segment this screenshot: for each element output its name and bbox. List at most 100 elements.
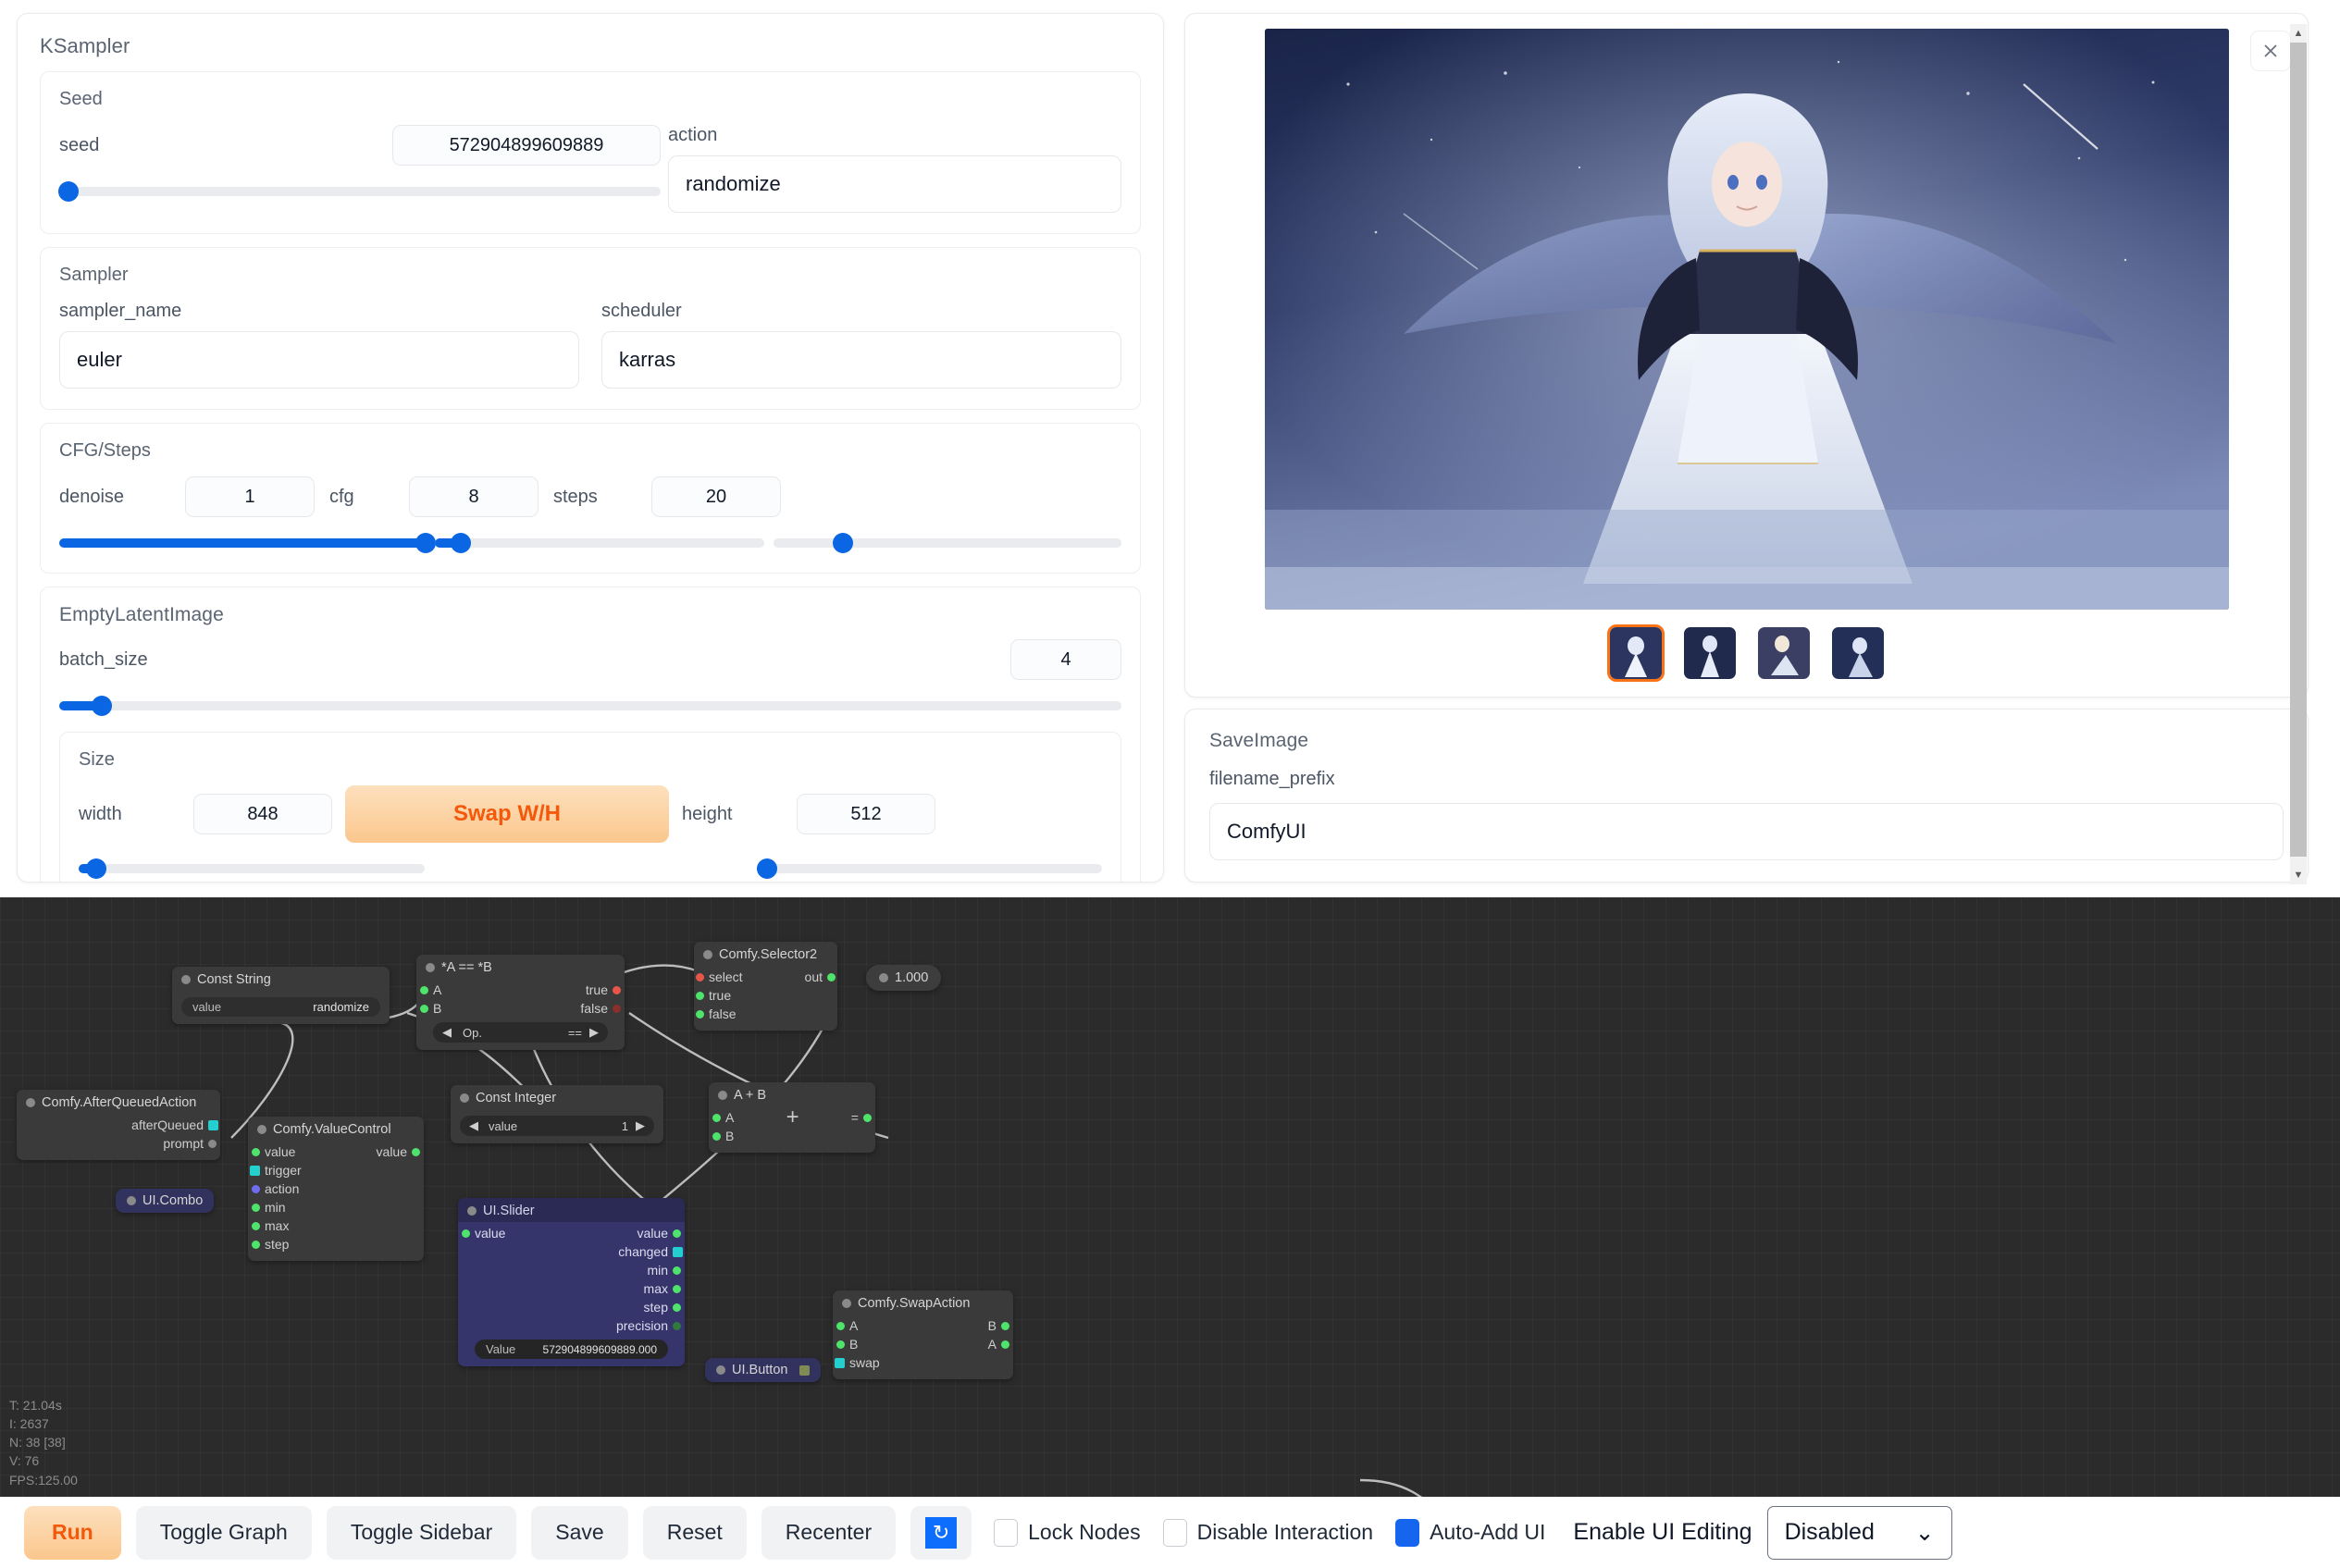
- steps-input[interactable]: 20: [651, 476, 781, 517]
- node-collapse-icon[interactable]: [26, 1098, 35, 1107]
- batch-size-slider[interactable]: [59, 696, 1121, 716]
- value-prev-icon[interactable]: ◀: [469, 1118, 478, 1132]
- node-value-control[interactable]: Comfy.ValueControl value value trigger ac…: [248, 1117, 424, 1261]
- value-next-icon[interactable]: ▶: [636, 1118, 645, 1132]
- thumbnail-2[interactable]: [1681, 624, 1739, 682]
- pin-max-out[interactable]: [673, 1284, 681, 1293]
- op-next-icon[interactable]: ▶: [589, 1025, 599, 1039]
- op-prev-icon[interactable]: ◀: [442, 1025, 452, 1039]
- node-selector2[interactable]: Comfy.Selector2 select out true false: [694, 942, 837, 1031]
- generated-image[interactable]: [1264, 29, 2229, 610]
- node-collapse-icon[interactable]: [842, 1299, 851, 1308]
- node-const-string[interactable]: Const String value randomize: [172, 967, 390, 1024]
- pin-b-out[interactable]: [1001, 1321, 1009, 1330]
- pin-afterqueued-out[interactable]: [208, 1119, 218, 1130]
- pin-min-in[interactable]: [252, 1203, 260, 1212]
- pin-false-out[interactable]: [613, 1004, 621, 1013]
- recenter-button[interactable]: Recenter: [761, 1505, 897, 1560]
- pin-false-in[interactable]: [696, 1009, 704, 1019]
- pin-value-in[interactable]: [462, 1228, 470, 1238]
- pin-b-in[interactable]: [712, 1131, 721, 1141]
- pin-sum-out[interactable]: [863, 1113, 872, 1122]
- close-icon[interactable]: [2250, 31, 2291, 71]
- disable-interaction-checkbox[interactable]: [1162, 1518, 1187, 1547]
- pin-a-in[interactable]: [712, 1113, 721, 1122]
- pin-a-out[interactable]: [1001, 1340, 1009, 1349]
- pin-button-out[interactable]: [799, 1364, 811, 1376]
- reset-button[interactable]: Reset: [642, 1505, 747, 1560]
- vertical-scrollbar[interactable]: ▲ ▼: [2290, 24, 2307, 884]
- node-ui-slider-seed[interactable]: UI.Slider value value changed min max ste…: [458, 1198, 685, 1366]
- node-collapse-icon[interactable]: [716, 1365, 725, 1375]
- node-selector-out-value[interactable]: 1.000: [866, 965, 942, 991]
- denoise-slider[interactable]: [59, 533, 436, 553]
- filename-prefix-input[interactable]: ComfyUI: [1209, 803, 2284, 860]
- scheduler-select[interactable]: karras: [601, 331, 1121, 389]
- ui-slider-seed-value[interactable]: Value 572904899609889.000: [475, 1340, 668, 1359]
- swap-wh-button[interactable]: Swap W/H: [345, 785, 669, 843]
- node-collapse-icon[interactable]: [879, 973, 888, 982]
- seed-slider[interactable]: [57, 181, 661, 202]
- thumbnail-4[interactable]: [1829, 624, 1887, 682]
- pin-prompt-out[interactable]: [208, 1139, 217, 1148]
- pin-out[interactable]: [827, 972, 836, 982]
- node-ui-combo-action[interactable]: UI.Combo: [116, 1189, 215, 1213]
- pin-precision-out[interactable]: [673, 1321, 681, 1330]
- auto-add-ui-checkbox[interactable]: [1395, 1518, 1420, 1547]
- toggle-sidebar-button[interactable]: Toggle Sidebar: [326, 1505, 517, 1560]
- height-slider[interactable]: [756, 858, 1102, 879]
- pin-true-out[interactable]: [613, 985, 621, 994]
- cfg-input[interactable]: 8: [409, 476, 539, 517]
- steps-slider[interactable]: [774, 533, 1121, 553]
- node-a-plus-b[interactable]: A + B A + = B: [709, 1082, 875, 1153]
- node-collapse-icon[interactable]: [426, 963, 435, 972]
- node-ui-button-swap[interactable]: UI.Button: [705, 1358, 822, 1382]
- scroll-down-icon[interactable]: ▼: [2290, 866, 2307, 884]
- pin-a-in[interactable]: [836, 1321, 845, 1330]
- const-integer-value[interactable]: ◀ value 1 ▶: [460, 1116, 654, 1136]
- batch-size-input[interactable]: 4: [1010, 639, 1121, 680]
- pin-step-in[interactable]: [252, 1240, 260, 1249]
- node-collapse-icon[interactable]: [703, 950, 712, 959]
- node-collapse-icon[interactable]: [257, 1125, 266, 1134]
- pin-b-in[interactable]: [420, 1004, 428, 1013]
- pin-value-out[interactable]: [412, 1147, 420, 1156]
- pin-b-in[interactable]: [836, 1340, 845, 1349]
- pin-action-in[interactable]: [252, 1184, 260, 1193]
- pin-value-out[interactable]: [673, 1228, 681, 1238]
- op-selector[interactable]: ◀ Op. == ▶: [433, 1022, 608, 1043]
- pin-step-out[interactable]: [673, 1303, 681, 1312]
- cfg-slider[interactable]: [434, 533, 764, 553]
- save-button[interactable]: Save: [531, 1505, 628, 1560]
- action-select[interactable]: randomize: [668, 155, 1121, 213]
- pin-true-in[interactable]: [696, 991, 704, 1000]
- sampler-name-select[interactable]: euler: [59, 331, 579, 389]
- run-button[interactable]: Run: [24, 1505, 121, 1560]
- pin-min-out[interactable]: [673, 1266, 681, 1275]
- width-input[interactable]: 848: [193, 794, 332, 834]
- scrollbar-thumb[interactable]: [2290, 43, 2307, 857]
- const-string-value[interactable]: value randomize: [181, 997, 380, 1017]
- lock-nodes-checkbox-wrap[interactable]: Lock Nodes: [994, 1518, 1141, 1547]
- refresh-button[interactable]: ↻: [910, 1505, 972, 1560]
- thumbnail-1[interactable]: [1606, 624, 1665, 682]
- auto-add-ui-checkbox-wrap[interactable]: Auto-Add UI: [1395, 1518, 1545, 1547]
- pin-value-in[interactable]: [252, 1147, 260, 1156]
- scroll-up-icon[interactable]: ▲: [2290, 24, 2307, 43]
- denoise-input[interactable]: 1: [185, 476, 315, 517]
- node-collapse-icon[interactable]: [460, 1093, 469, 1103]
- node-collapse-icon[interactable]: [181, 975, 191, 984]
- node-collapse-icon[interactable]: [127, 1196, 136, 1205]
- pin-trigger-in[interactable]: [250, 1165, 260, 1176]
- thumbnail-3[interactable]: [1755, 624, 1813, 682]
- toggle-graph-button[interactable]: Toggle Graph: [135, 1505, 312, 1560]
- seed-input[interactable]: 572904899609889: [392, 125, 661, 166]
- pin-max-in[interactable]: [252, 1221, 260, 1230]
- node-collapse-icon[interactable]: [467, 1206, 477, 1216]
- pin-swap-in[interactable]: [835, 1357, 845, 1368]
- height-input[interactable]: 512: [797, 794, 935, 834]
- node-const-integer[interactable]: Const Integer ◀ value 1 ▶: [451, 1085, 663, 1143]
